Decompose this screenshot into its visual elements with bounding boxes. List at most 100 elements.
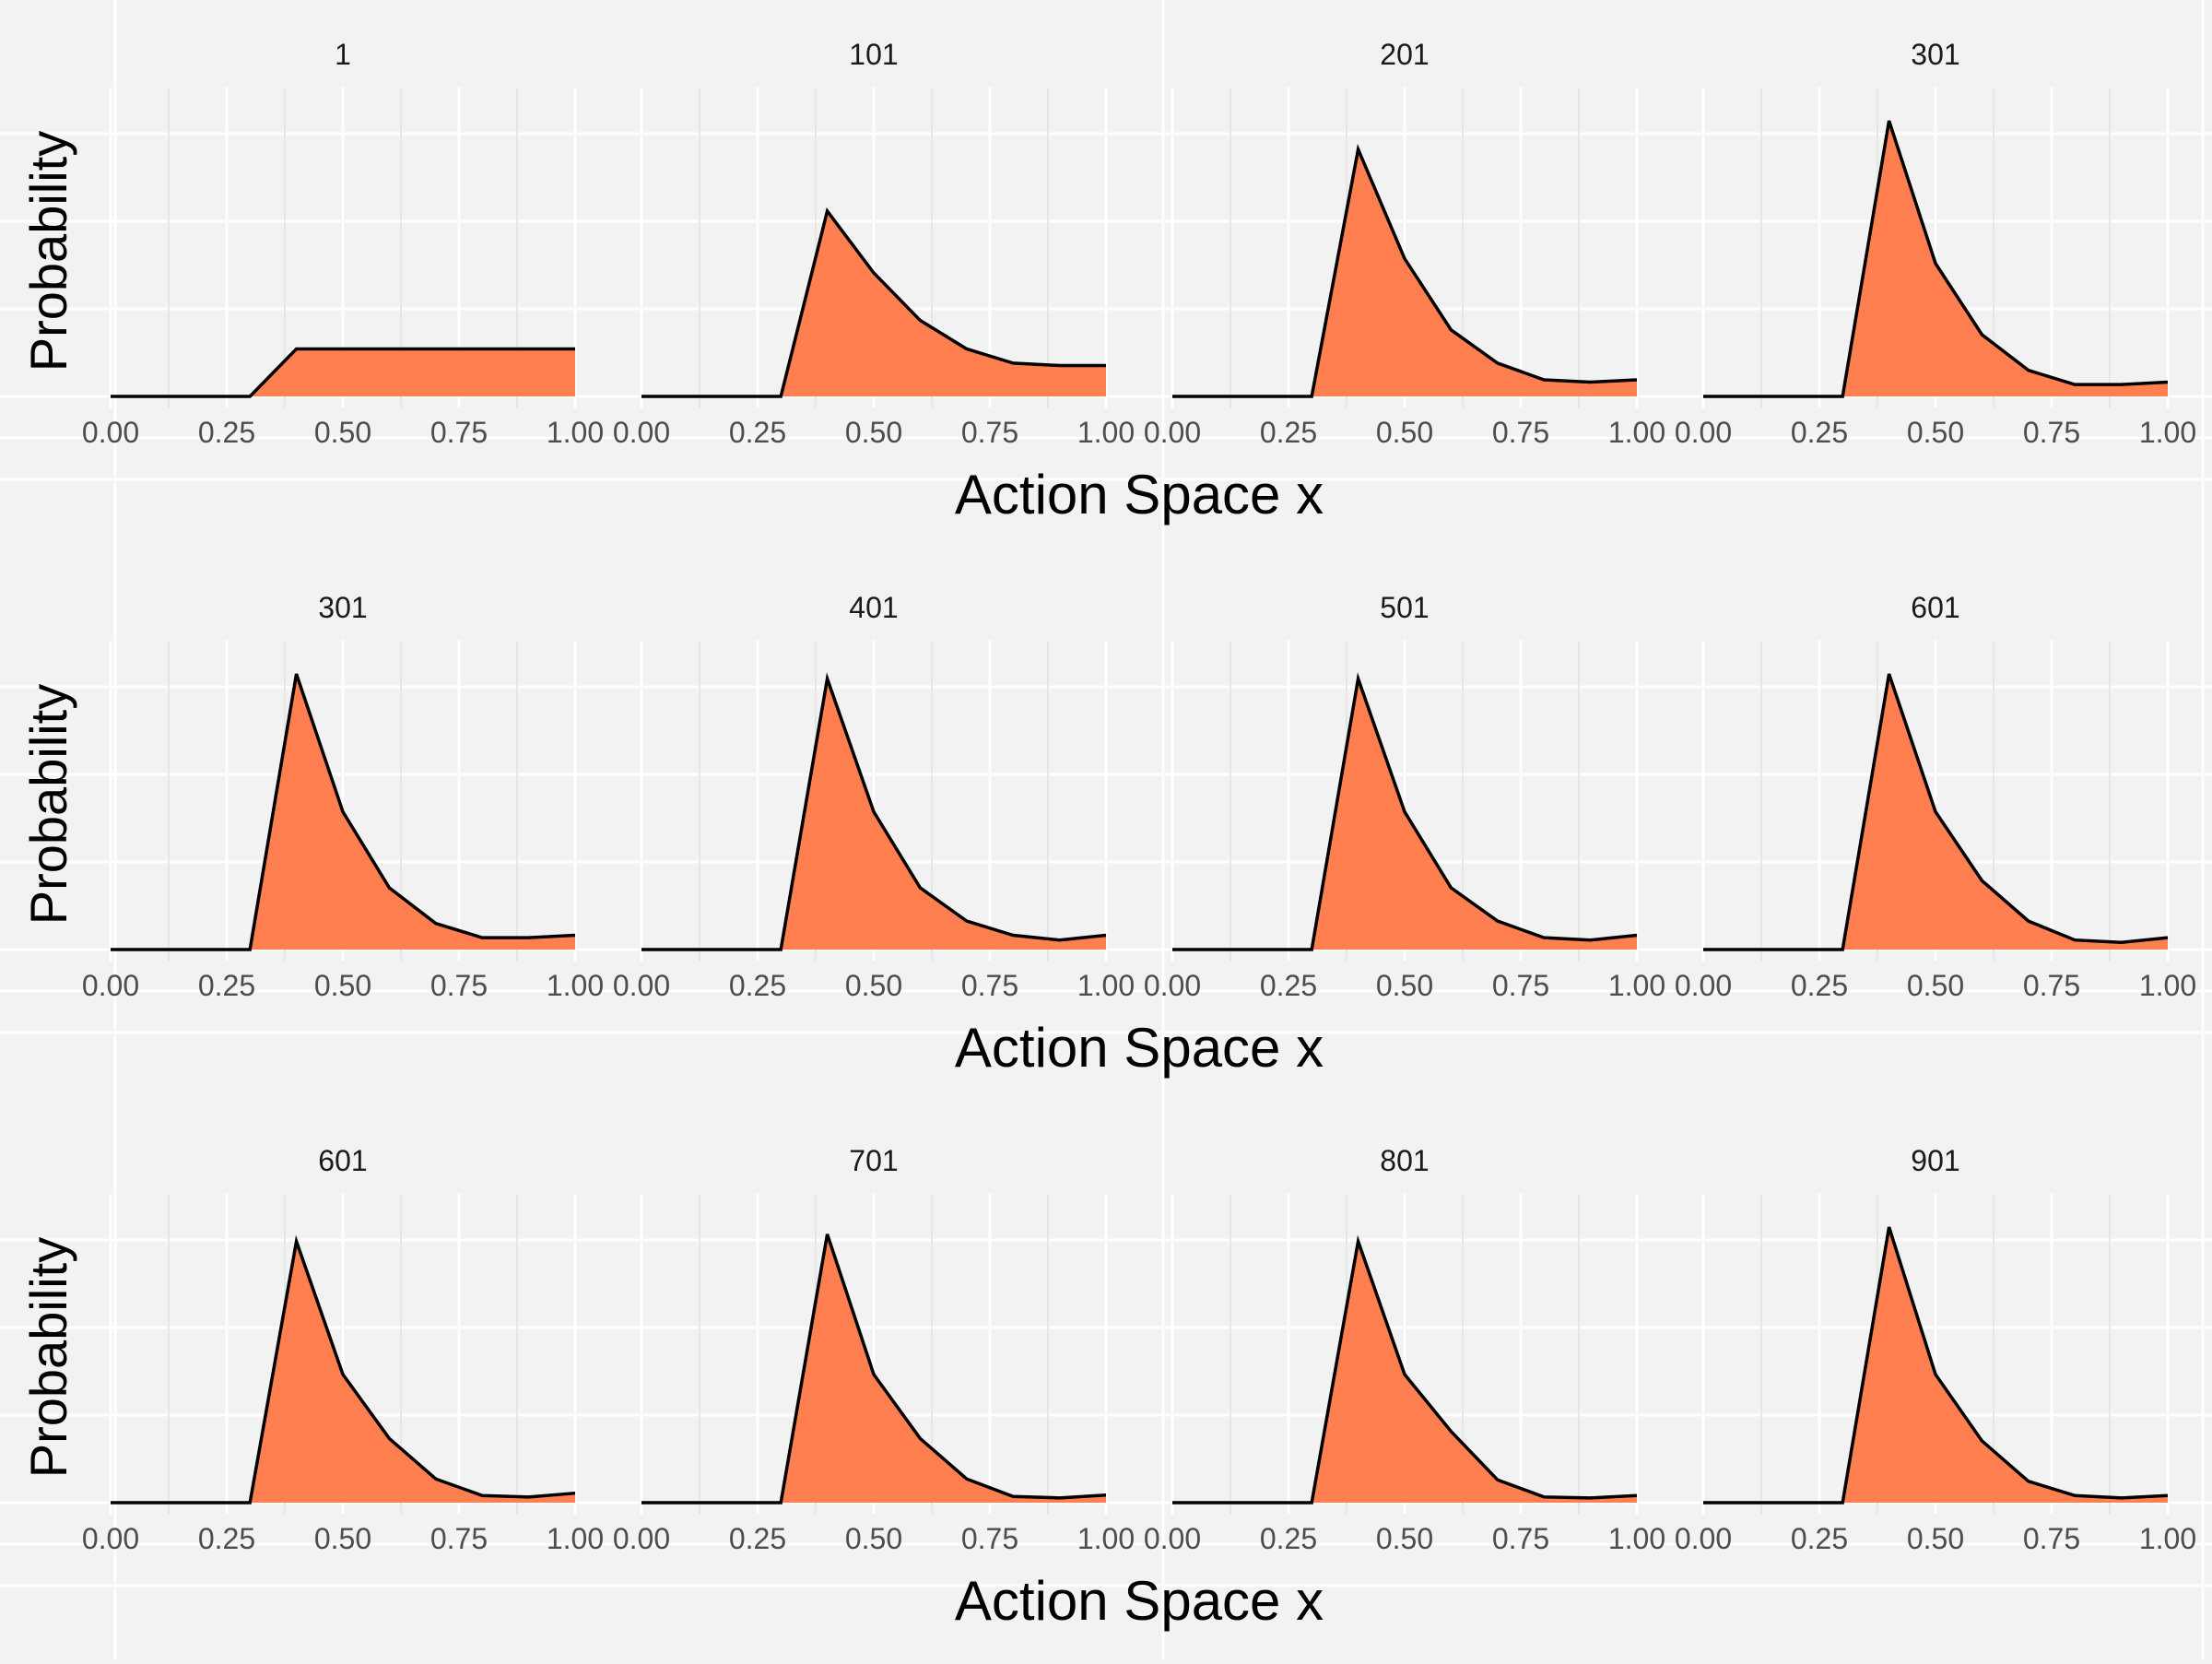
- density-line: [641, 207, 1106, 398]
- x-tick-label: 0.50: [1907, 416, 1964, 449]
- x-tick-label: 0.25: [729, 969, 786, 1002]
- facet-title: 301: [318, 591, 367, 624]
- x-tick-label: 0.00: [1675, 416, 1732, 449]
- density-line: [1703, 120, 2169, 398]
- x-tick-label: 0.25: [1260, 969, 1317, 1002]
- x-tick-label: 0.25: [1791, 416, 1848, 449]
- x-tick-label: 0.00: [82, 1522, 139, 1555]
- density-line: [1172, 672, 1638, 951]
- x-tick-label: 0.00: [613, 1522, 670, 1555]
- x-tick-label: 0.00: [1675, 1522, 1732, 1555]
- facet-panel: 701 0.00 0.25 0.50 0.75 1.00: [613, 1144, 1135, 1555]
- y-axis-label: Probability: [19, 684, 77, 925]
- x-tick-label: 0.75: [961, 416, 1018, 449]
- x-tick-label: 0.25: [729, 1522, 786, 1555]
- x-tick-label: 0.00: [613, 416, 670, 449]
- facet-panel: 901 0.00 0.25 0.50 0.75 1.00: [1675, 1144, 2196, 1555]
- density-line: [111, 673, 576, 951]
- facet-panel: 601 0.00 0.25 0.50 0.75 1.00: [82, 1144, 604, 1555]
- x-tick-label: 0.75: [1492, 1522, 1549, 1555]
- x-tick-label: 0.75: [2023, 416, 2080, 449]
- area-fill: [1172, 1241, 1637, 1503]
- x-tick-label: 1.00: [1077, 416, 1135, 449]
- x-tick-label: 0.00: [1144, 416, 1201, 449]
- x-tick-label: 1.00: [1608, 416, 1665, 449]
- density-line: [111, 347, 575, 398]
- facet-title: 701: [849, 1144, 898, 1177]
- facet-row: Probability 1 0.00 0.25 0.50 0.75 1.00 101 0.00 0…: [19, 38, 2196, 525]
- x-tick-label: 0.50: [1907, 969, 1964, 1002]
- x-tick-label: 0.75: [961, 969, 1018, 1002]
- x-tick-label: 0.25: [1791, 969, 1848, 1002]
- area-fill: [1703, 121, 2168, 397]
- x-tick-label: 0.75: [2023, 969, 2080, 1002]
- facet-row: Probability 301 0.00 0.25 0.50 0.75 1.00 401 0.0…: [19, 591, 2196, 1079]
- vertical-gridlines: [113, 0, 2205, 1659]
- x-tick-label: 0.25: [1260, 1522, 1317, 1555]
- facet-title: 101: [849, 38, 898, 71]
- facet-row: Probability 601 0.00 0.25 0.50 0.75 1.00 701 0.0…: [19, 1144, 2196, 1632]
- x-tick-label: 0.50: [845, 969, 902, 1002]
- facet-title: 601: [318, 1144, 367, 1177]
- x-axis-label: Action Space x: [955, 1017, 1324, 1079]
- x-axis-label: Action Space x: [955, 464, 1324, 525]
- x-tick-label: 1.00: [1077, 969, 1135, 1002]
- x-tick-label: 0.00: [82, 969, 139, 1002]
- x-tick-label: 0.00: [613, 969, 670, 1002]
- x-tick-label: 0.50: [1907, 1522, 1964, 1555]
- facet-title: 601: [1911, 591, 1959, 624]
- area-fill: [1703, 1227, 2168, 1503]
- facet-panel: 601 0.00 0.25 0.50 0.75 1.00: [1675, 591, 2196, 1002]
- density-line: [111, 1234, 576, 1505]
- x-tick-label: 0.75: [430, 1522, 488, 1555]
- x-tick-label: 0.50: [314, 416, 371, 449]
- facet-title: 201: [1380, 38, 1429, 71]
- x-tick-label: 0.25: [1260, 416, 1317, 449]
- facet-panel: 301 0.00 0.25 0.50 0.75 1.00: [1675, 38, 2196, 449]
- x-tick-label: 0.50: [1376, 416, 1433, 449]
- x-tick-label: 1.00: [547, 1522, 604, 1555]
- facet-panel: 1 0.00 0.25 0.50 0.75 1.00: [82, 38, 604, 449]
- area-fill: [111, 1241, 575, 1503]
- x-tick-label: 0.50: [1376, 1522, 1433, 1555]
- x-tick-label: 1.00: [547, 969, 604, 1002]
- x-axis-label: Action Space x: [955, 1570, 1324, 1632]
- x-tick-label: 1.00: [1077, 1522, 1135, 1555]
- x-tick-label: 0.75: [430, 969, 488, 1002]
- x-tick-label: 0.75: [961, 1522, 1018, 1555]
- x-tick-label: 0.00: [1144, 969, 1201, 1002]
- x-tick-label: 0.25: [198, 969, 255, 1002]
- x-tick-label: 0.25: [1791, 1522, 1848, 1555]
- facet-panel: 501 0.00 0.25 0.50 0.75 1.00: [1144, 591, 1665, 1002]
- x-tick-label: 0.50: [314, 969, 371, 1002]
- facet-panel: 301 0.00 0.25 0.50 0.75 1.00: [82, 591, 604, 1002]
- x-tick-label: 0.25: [729, 416, 786, 449]
- x-tick-label: 0.50: [845, 1522, 902, 1555]
- facet-panel: 101 0.00 0.25 0.50 0.75 1.00: [613, 38, 1135, 449]
- x-tick-label: 0.50: [314, 1522, 371, 1555]
- area-fill: [641, 1233, 1106, 1503]
- x-tick-label: 0.75: [430, 416, 488, 449]
- density-line: [1172, 1234, 1638, 1505]
- facet-title: 301: [1911, 38, 1959, 71]
- density-line: [641, 1233, 1107, 1505]
- facet-title: 1: [335, 38, 351, 71]
- x-tick-label: 1.00: [1608, 1522, 1665, 1555]
- x-tick-label: 1.00: [2139, 416, 2196, 449]
- facet-title: 801: [1380, 1144, 1429, 1177]
- x-tick-label: 0.25: [198, 416, 255, 449]
- x-tick-label: 0.75: [2023, 1522, 2080, 1555]
- x-tick-label: 0.50: [1376, 969, 1433, 1002]
- facet-title: 901: [1911, 1144, 1959, 1177]
- x-tick-label: 1.00: [2139, 969, 2196, 1002]
- x-tick-label: 0.00: [1144, 1522, 1201, 1555]
- x-tick-label: 1.00: [547, 416, 604, 449]
- density-line: [1172, 143, 1638, 398]
- x-tick-label: 0.00: [82, 416, 139, 449]
- facet-panel: 401 0.00 0.25 0.50 0.75 1.00: [613, 591, 1135, 1002]
- density-line: [641, 672, 1107, 951]
- area-fill: [111, 348, 575, 396]
- y-axis-label: Probability: [19, 1237, 77, 1478]
